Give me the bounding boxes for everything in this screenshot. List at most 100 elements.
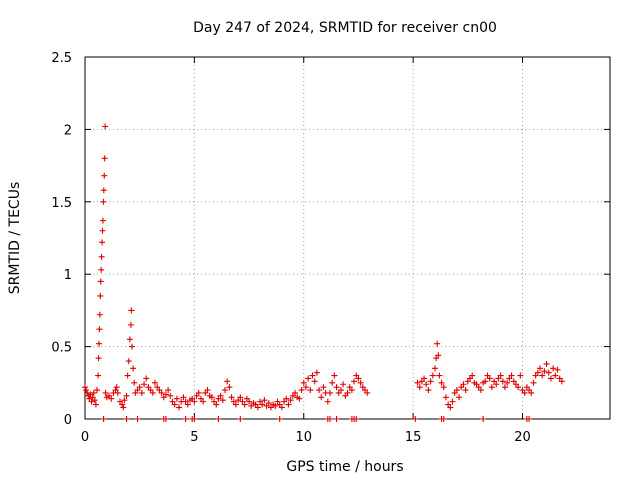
data-point (121, 397, 128, 404)
data-point (165, 387, 172, 394)
data-point (547, 375, 554, 382)
data-point (120, 404, 127, 411)
data-point (348, 387, 355, 394)
data-point (357, 379, 364, 386)
data-point (100, 416, 107, 422)
data-point (440, 384, 447, 391)
data-point (355, 375, 362, 382)
data-point (442, 394, 449, 401)
data-point (486, 375, 493, 382)
data-point (134, 416, 141, 422)
data-point (480, 416, 487, 422)
data-point (435, 352, 442, 359)
data-point (173, 395, 180, 402)
data-point (97, 292, 104, 299)
data-point (222, 387, 228, 394)
data-point (191, 398, 198, 405)
data-point (292, 389, 298, 396)
data-point (316, 387, 323, 394)
data-point (552, 372, 559, 379)
data-point (91, 397, 98, 404)
data-point (128, 307, 135, 314)
data-point (241, 401, 248, 408)
data-point (421, 375, 428, 382)
data-point (96, 340, 102, 347)
data-point (305, 375, 312, 382)
data-point (353, 416, 360, 422)
data-point (287, 397, 294, 404)
data-point (283, 395, 290, 402)
data-point (217, 392, 224, 399)
data-point (515, 384, 522, 391)
data-point (528, 389, 535, 396)
data-point (208, 394, 215, 401)
data-point (92, 401, 99, 408)
data-point (127, 321, 134, 328)
data-point (517, 372, 524, 379)
data-point (130, 365, 137, 372)
data-point (237, 416, 244, 422)
data-point (340, 381, 347, 388)
data-point (508, 372, 515, 379)
data-point (213, 401, 220, 408)
data-point (101, 155, 108, 162)
data-point (226, 384, 233, 391)
data-point (462, 387, 469, 394)
data-point (504, 379, 511, 386)
data-point (119, 401, 126, 408)
data-point (224, 378, 231, 385)
data-point (108, 395, 115, 402)
data-point (427, 378, 434, 385)
data-point (344, 389, 351, 396)
data-point (125, 358, 132, 365)
data-point (331, 372, 338, 379)
data-point (497, 372, 504, 379)
data-point (195, 389, 202, 396)
data-point (100, 198, 107, 205)
data-point (453, 387, 460, 394)
data-point (313, 369, 320, 376)
data-point (541, 368, 548, 375)
data-point (364, 389, 371, 396)
data-point (83, 387, 90, 394)
data-point (176, 404, 183, 411)
data-point (167, 392, 174, 399)
x-tick-label: 20 (514, 430, 531, 445)
data-point (554, 366, 561, 373)
data-point (191, 416, 198, 422)
y-tick-label: 0.5 (51, 341, 72, 356)
data-point (311, 378, 318, 385)
axis-ticks: 0 0.5 1 1.5 2 2.5 0 5 10 15 20 (51, 51, 610, 445)
data-point (412, 416, 419, 422)
data-point (449, 398, 456, 405)
data-point (499, 378, 506, 385)
data-point (95, 355, 102, 362)
data-point (143, 375, 150, 382)
data-point (152, 379, 158, 386)
x-tick-label: 10 (295, 430, 312, 445)
data-point (320, 384, 327, 391)
data-point (298, 387, 305, 394)
data-point (482, 378, 489, 385)
data-point (131, 379, 138, 386)
data-point (300, 379, 307, 386)
data-point (228, 394, 235, 401)
data-point (102, 389, 109, 396)
data-point (488, 384, 495, 391)
data-point (237, 394, 244, 401)
x-tick-label: 5 (190, 430, 198, 445)
data-point (351, 378, 358, 385)
grid-lines (85, 57, 610, 419)
data-point (184, 401, 191, 408)
data-point (550, 365, 557, 372)
data-point (543, 360, 550, 367)
data-point (521, 389, 528, 396)
y-tick-label: 2 (64, 123, 72, 138)
data-point (265, 400, 272, 407)
data-point (438, 379, 445, 386)
data-point (162, 416, 169, 422)
data-point (102, 123, 109, 130)
data-point (307, 387, 314, 394)
data-point (96, 326, 103, 333)
